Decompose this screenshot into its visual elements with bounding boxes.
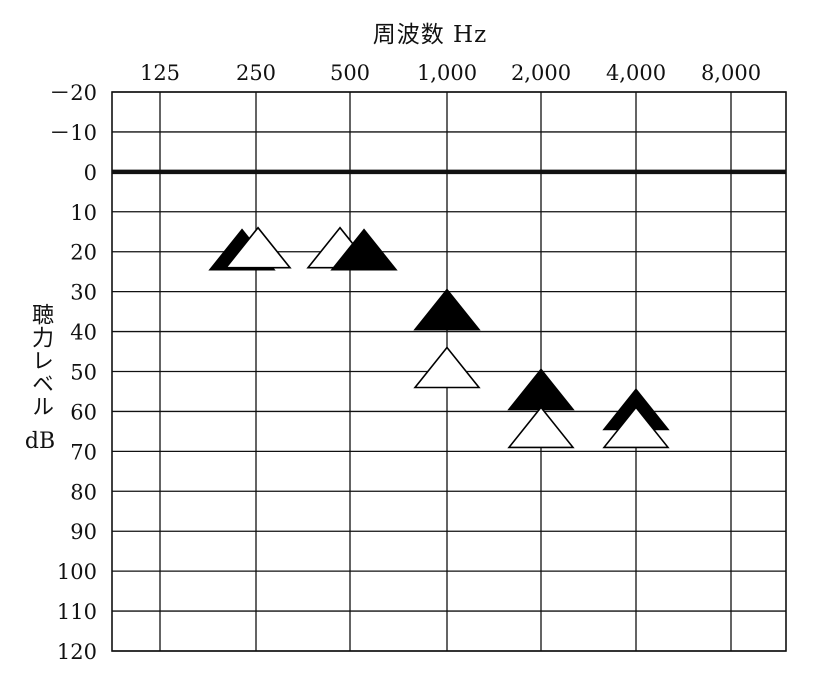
x-tick-label: 250 (236, 61, 276, 85)
grid-lines (112, 91, 786, 652)
y-tick-label: 120 (57, 640, 97, 664)
y-tick-label: 90 (70, 520, 97, 544)
y-tick-label: 10 (70, 201, 97, 225)
plot-frame (111, 91, 787, 652)
series-open-markers (224, 226, 670, 449)
x-axis-title: 周波数 Hz (372, 22, 488, 48)
y-tick-label: 110 (57, 600, 97, 624)
x-tick-label: 2,000 (511, 61, 571, 85)
marker-open-triangle (224, 226, 292, 269)
y-tick-label: 40 (70, 321, 97, 345)
marker-filled-triangle (330, 228, 398, 271)
y-tick-labels: －20 －10 0 10 20 30 40 50 60 70 80 90 100 110 120 (49, 81, 97, 664)
x-tick-label: 4,000 (606, 61, 666, 85)
marker-open-triangle (413, 346, 481, 389)
y-tick-label: －10 (49, 121, 97, 145)
y-tick-label: 0 (84, 161, 97, 185)
x-tick-label: 8,000 (701, 61, 761, 85)
y-tick-label: 60 (70, 400, 97, 424)
marker-open-triangle (602, 406, 670, 449)
marker-filled-triangle (413, 288, 481, 331)
y-tick-label: 30 (70, 281, 97, 305)
y-tick-label: －20 (49, 81, 97, 105)
y-axis-title-main: 聴力レベル (28, 302, 53, 418)
y-tick-label: 100 (57, 560, 97, 584)
marker-open-triangle (507, 406, 575, 449)
y-tick-label: 50 (70, 361, 97, 385)
x-tick-label: 125 (140, 61, 180, 85)
marker-filled-triangle (507, 368, 575, 411)
x-tick-label: 500 (330, 61, 370, 85)
x-tick-labels: 125 250 500 1,000 2,000 4,000 8,000 (140, 61, 761, 85)
y-tick-label: 20 (70, 241, 97, 265)
x-tick-label: 1,000 (417, 61, 477, 85)
y-tick-label: 70 (70, 440, 97, 464)
y-tick-label: 80 (70, 480, 97, 504)
y-axis-title-unit: dB (24, 428, 56, 454)
y-axis-title: 聴力レベル dB (15, 300, 65, 455)
